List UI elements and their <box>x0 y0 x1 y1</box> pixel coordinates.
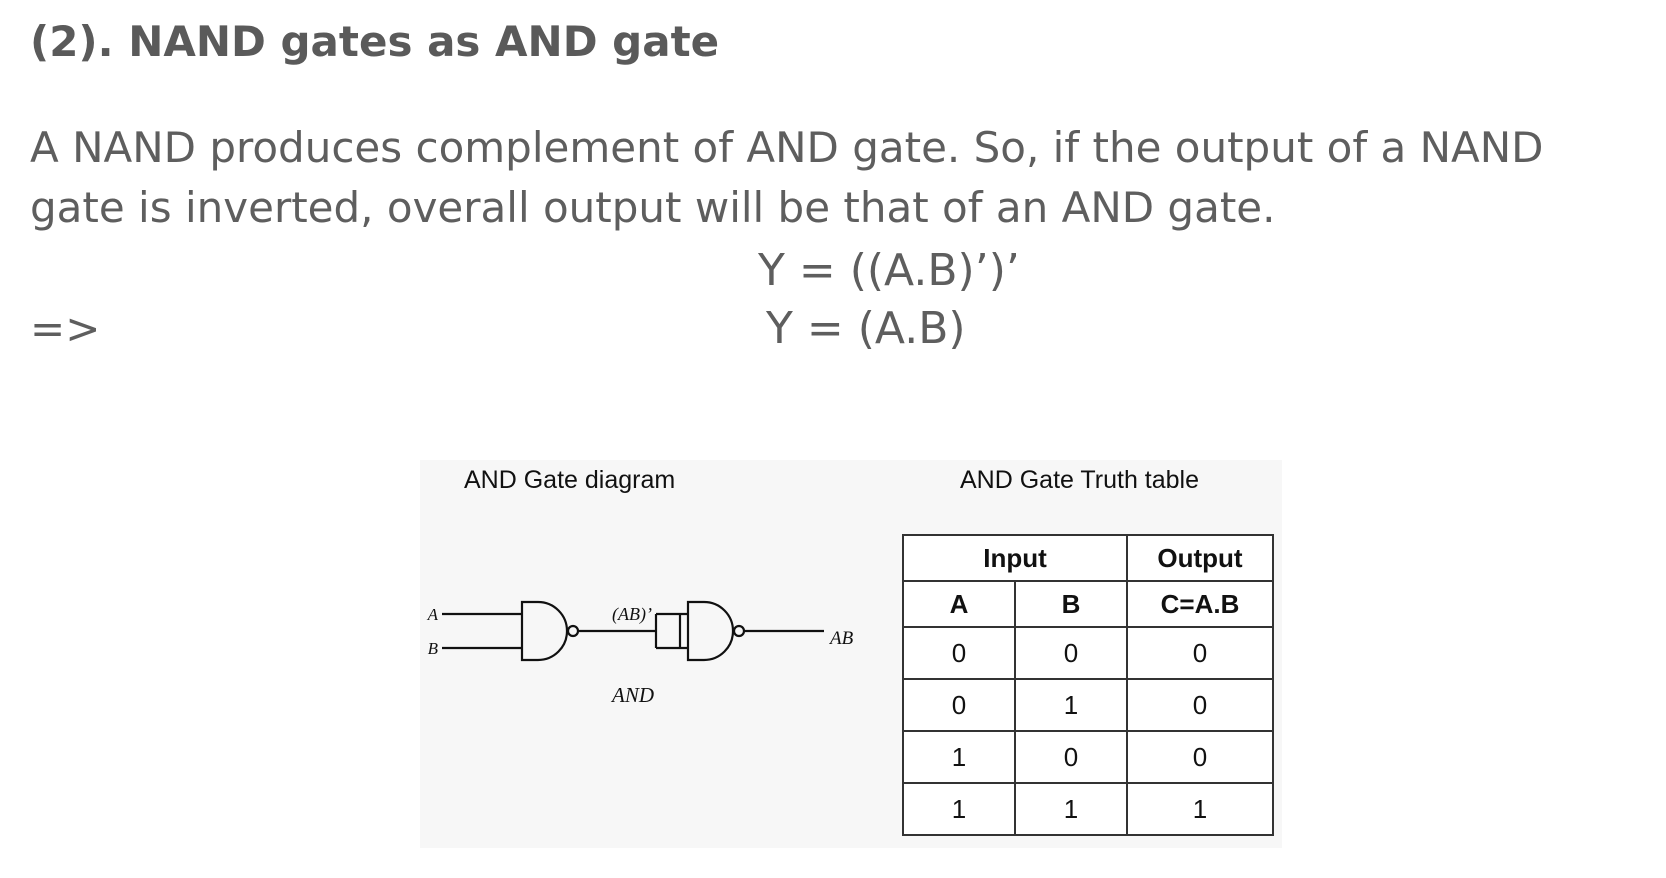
table-row: 0 0 0 <box>902 626 1274 680</box>
truth-table-title: AND Gate Truth table <box>960 466 1200 494</box>
truth-table-group-header-row: Input Output <box>902 534 1274 582</box>
input-group-header: Input <box>902 534 1128 582</box>
circuit-caption: AND <box>610 683 654 707</box>
cell-c: 1 <box>1126 782 1274 836</box>
cell-b: 0 <box>1014 730 1128 784</box>
implies-arrow: => <box>30 304 101 353</box>
cell-b: 1 <box>1014 782 1128 836</box>
cell-c: 0 <box>1126 730 1274 784</box>
intermediate-label: (AB)’ <box>612 604 652 625</box>
input-b-label: B <box>428 639 439 658</box>
explanation-paragraph: A NAND produces complement of AND gate. … <box>30 123 1544 232</box>
equation-result: Y = (A.B) <box>766 303 966 354</box>
cell-a: 1 <box>902 782 1016 836</box>
column-header-c: C=A.B <box>1126 580 1274 628</box>
and-gate-figure: AND Gate diagram AND Gate Truth table <box>420 460 1282 848</box>
equation-double-negation: Y = ((A.B)’)’ <box>758 245 1020 296</box>
section-heading: (2). NAND gates as AND gate <box>30 17 720 66</box>
output-label: AB <box>828 628 854 649</box>
table-row: 0 1 0 <box>902 678 1274 732</box>
first-nand-gate-shape <box>520 600 569 662</box>
table-row: 1 1 1 <box>902 782 1274 836</box>
cell-b: 0 <box>1014 626 1128 680</box>
nand-as-and-circuit: A B (AB)’ AB AND <box>427 600 854 707</box>
truth-table: Input Output A B C=A.B 0 0 0 0 1 0 1 0 0 <box>902 534 1274 836</box>
cell-a: 0 <box>902 678 1016 732</box>
diagram-title: AND Gate diagram <box>464 466 676 494</box>
output-group-header: Output <box>1126 534 1274 582</box>
second-nand-gate-shape <box>686 600 735 662</box>
cell-c: 0 <box>1126 626 1274 680</box>
cell-a: 1 <box>902 730 1016 784</box>
column-header-b: B <box>1014 580 1128 628</box>
second-nand-bubble <box>732 624 746 638</box>
input-a-label: A <box>427 605 439 624</box>
first-nand-bubble <box>566 624 580 638</box>
cell-a: 0 <box>902 626 1016 680</box>
circuit-wires <box>442 600 824 662</box>
cell-c: 0 <box>1126 678 1274 732</box>
truth-table-column-header-row: A B C=A.B <box>902 580 1274 628</box>
cell-b: 1 <box>1014 678 1128 732</box>
table-row: 1 0 0 <box>902 730 1274 784</box>
column-header-a: A <box>902 580 1016 628</box>
